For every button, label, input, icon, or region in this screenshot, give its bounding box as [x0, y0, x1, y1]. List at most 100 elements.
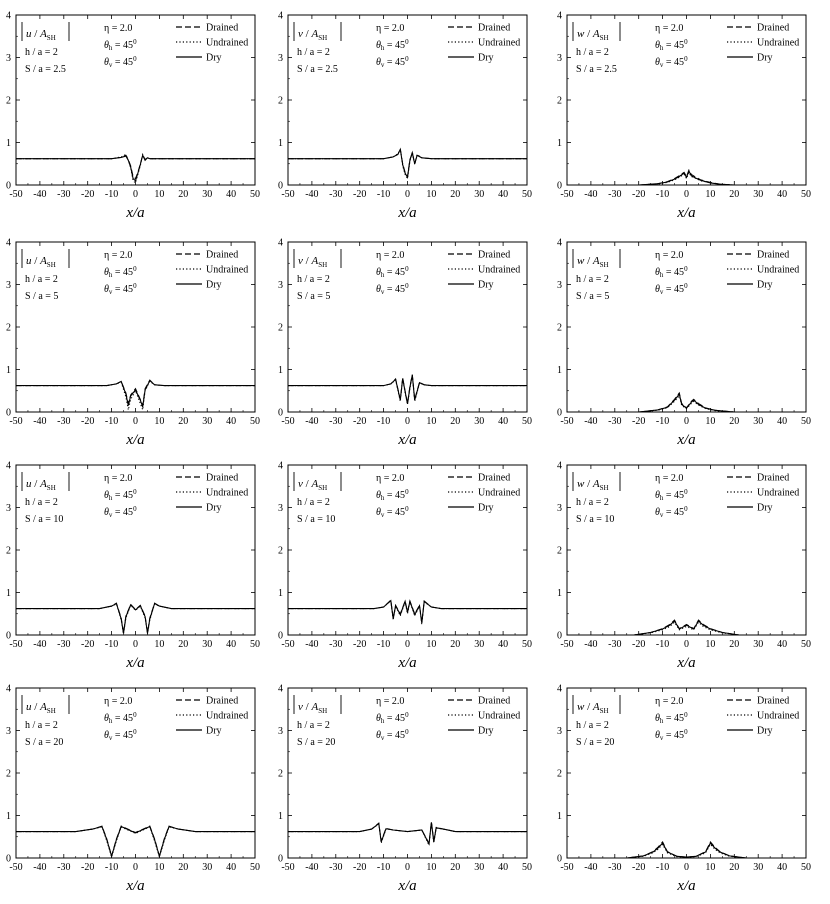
param-theta-h: θh = 450: [376, 488, 409, 502]
param-s: S / a = 20: [25, 737, 63, 748]
param-h: h / a = 2: [297, 720, 330, 731]
param-theta-h: θh = 450: [655, 711, 688, 725]
y-tick-label: 4: [557, 684, 562, 695]
x-tick-label: -30: [329, 862, 342, 873]
y-tick-label: 3: [6, 726, 11, 737]
x-tick-label: 50: [522, 862, 532, 873]
param-h: h / a = 2: [25, 720, 58, 731]
param-theta-h: θh = 450: [376, 265, 409, 279]
y-tick-label: 4: [278, 11, 283, 22]
param-theta-v: θv = 450: [655, 505, 688, 519]
y-tick-label: 3: [557, 503, 562, 514]
param-theta-v: θv = 450: [104, 282, 137, 296]
x-tick-label: 50: [801, 416, 811, 427]
x-tick-label: -40: [33, 416, 46, 427]
x-axis-title: x/a: [676, 205, 695, 221]
y-tick-label: 1: [278, 588, 283, 599]
param-theta-h: θh = 450: [655, 488, 688, 502]
legend-label-dry: Dry: [206, 726, 222, 737]
x-axis-title: x/a: [397, 878, 416, 894]
y-tick-label: 2: [6, 323, 11, 334]
x-tick-label: -10: [656, 416, 669, 427]
param-s: S / a = 10: [25, 514, 63, 525]
x-tick-label: 50: [250, 416, 260, 427]
x-tick-label: 0: [405, 862, 410, 873]
y-axis-label: u / ASH: [26, 255, 56, 269]
panel-u-2.5: -50 -40 -30 -20 -10 0 10 20 30 40 50 0 1 2 3 4 u / ASH h …: [6, 11, 260, 222]
x-tick-label: -40: [584, 189, 597, 200]
param-theta-v: θv = 450: [655, 282, 688, 296]
series-dry: [288, 822, 527, 846]
param-s: S / a = 2.5: [297, 64, 338, 75]
legend-label-undrained: Undrained: [757, 711, 799, 722]
x-tick-label: -30: [608, 862, 621, 873]
param-h: h / a = 2: [25, 47, 58, 58]
y-tick-label: 3: [557, 726, 562, 737]
param-h: h / a = 2: [297, 497, 330, 508]
x-tick-label: 50: [522, 189, 532, 200]
y-axis-label: w / ASH: [577, 478, 609, 492]
x-tick-label: 30: [753, 416, 763, 427]
x-tick-label: -40: [33, 862, 46, 873]
x-tick-label: -10: [105, 189, 118, 200]
x-axis-title: x/a: [676, 878, 695, 894]
y-axis-label: u / ASH: [26, 28, 56, 42]
legend-label-dry: Dry: [757, 53, 773, 64]
x-tick-label: -50: [560, 189, 573, 200]
y-tick-label: 0: [6, 854, 11, 865]
param-h: h / a = 2: [576, 47, 609, 58]
x-tick-label: 20: [450, 189, 460, 200]
legend-label-dry: Dry: [478, 53, 494, 64]
x-tick-label: 0: [405, 639, 410, 650]
panel-w-10: -50 -40 -30 -20 -10 0 10 20 30 40 50 0 1 2 3 4 w / ASH h …: [557, 461, 811, 672]
x-tick-label: 40: [777, 416, 787, 427]
y-axis-label: v / ASH: [298, 701, 327, 715]
x-tick-label: 40: [226, 639, 236, 650]
y-tick-label: 4: [6, 684, 11, 695]
legend-label-undrained: Undrained: [478, 265, 520, 276]
x-tick-label: -40: [33, 189, 46, 200]
x-tick-label: 40: [498, 416, 508, 427]
x-tick-label: -20: [632, 639, 645, 650]
x-tick-label: -30: [329, 416, 342, 427]
param-theta-v: θv = 450: [104, 55, 137, 69]
param-eta: η = 2.0: [655, 473, 683, 484]
x-tick-label: -30: [329, 189, 342, 200]
legend-label-undrained: Undrained: [478, 38, 520, 49]
legend-label-drained: Drained: [206, 696, 238, 707]
series-dry: [567, 842, 806, 859]
y-tick-label: 2: [278, 769, 283, 780]
y-tick-label: 4: [278, 684, 283, 695]
param-h: h / a = 2: [25, 274, 58, 285]
x-axis-title: x/a: [397, 205, 416, 221]
x-tick-label: -40: [305, 416, 318, 427]
legend-label-drained: Drained: [206, 23, 238, 34]
x-tick-label: -20: [81, 189, 94, 200]
y-tick-label: 2: [278, 323, 283, 334]
series-drained: [288, 374, 527, 404]
x-tick-label: 10: [705, 862, 715, 873]
x-tick-label: 40: [777, 862, 787, 873]
x-tick-label: 10: [154, 416, 164, 427]
x-tick-label: 30: [202, 862, 212, 873]
y-axis-label: v / ASH: [298, 478, 327, 492]
panel-v-5: -50 -40 -30 -20 -10 0 10 20 30 40 50 0 1 2 3 4 v / ASH h …: [278, 238, 532, 449]
y-tick-label: 2: [6, 769, 11, 780]
x-tick-label: -50: [9, 416, 22, 427]
param-theta-v: θv = 450: [376, 505, 409, 519]
series-drained: [288, 821, 527, 845]
x-tick-label: -10: [105, 639, 118, 650]
x-axis-title: x/a: [125, 205, 144, 221]
series-dry: [567, 169, 806, 186]
x-tick-label: 0: [684, 862, 689, 873]
legend-label-undrained: Undrained: [206, 265, 248, 276]
x-tick-label: -10: [105, 862, 118, 873]
x-axis-title: x/a: [125, 432, 144, 448]
y-tick-label: 2: [557, 546, 562, 557]
x-tick-label: -20: [353, 416, 366, 427]
param-s: S / a = 20: [297, 737, 335, 748]
legend-label-dry: Dry: [206, 503, 222, 514]
x-tick-label: 20: [450, 862, 460, 873]
x-axis-title: x/a: [676, 655, 695, 671]
y-tick-label: 0: [278, 408, 283, 419]
